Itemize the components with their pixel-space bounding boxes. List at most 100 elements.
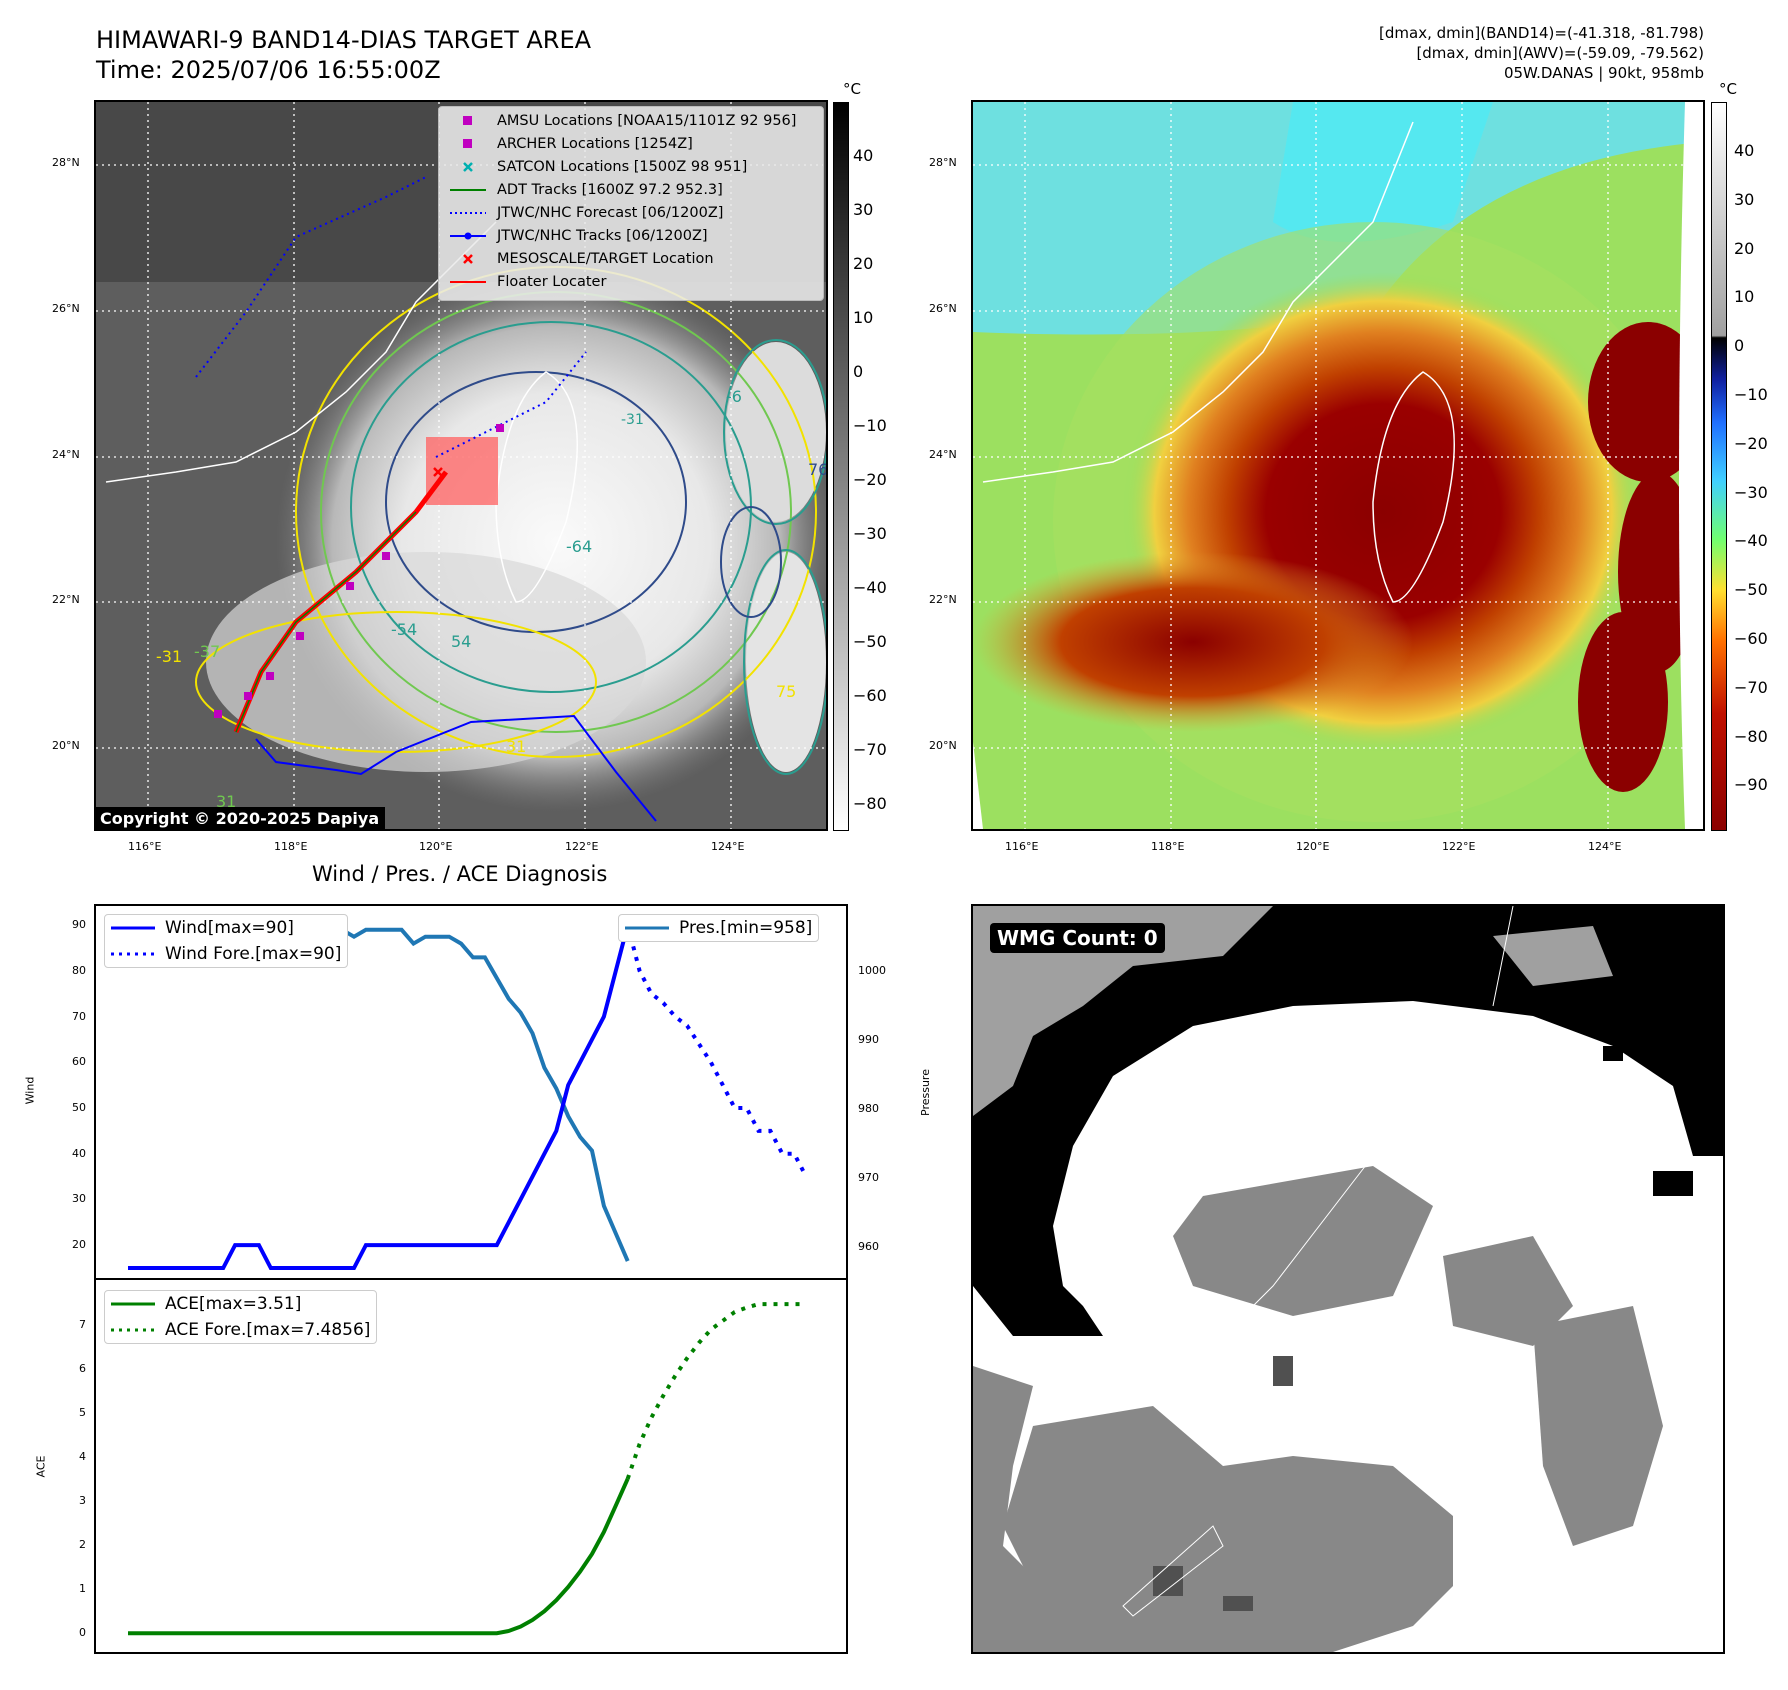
contour-label: 54 — [451, 632, 472, 651]
colorbar-tick-label: 30 — [1734, 189, 1755, 209]
pressure-legend: Pres.[min=958] — [618, 914, 820, 942]
legend-ace-fore: ACE Fore.[max=7.4856] — [111, 1320, 371, 1340]
map-legend: AMSU Locations [NOAA15/1101Z 92 956] ARC… — [438, 106, 824, 301]
colorbar-tick-label: 20 — [853, 254, 874, 273]
lon-label: 118°E — [274, 840, 308, 853]
contour-label: 31 — [506, 737, 527, 756]
ir-color-map — [971, 100, 1705, 831]
axis-tick-label: 7 — [79, 1318, 86, 1332]
wmg-classification-map — [971, 904, 1725, 1654]
diagnosis-title: Wind / Pres. / ACE Diagnosis — [312, 862, 608, 886]
colorbar-tick-label: −20 — [1734, 433, 1768, 453]
blue-dotted-line-icon — [439, 210, 497, 216]
colorbar-tick-label: −60 — [1734, 629, 1768, 648]
lat-label: 24°N — [929, 448, 957, 461]
ace-axis-label: ACE — [34, 1455, 48, 1478]
colorbar-tick-label: −90 — [1734, 775, 1768, 795]
legend-jtwc-forecast: JTWC/NHC Forecast [06/1200Z] — [439, 202, 723, 224]
axis-tick-label: 50 — [72, 1101, 86, 1114]
lat-label: 28°N — [929, 156, 957, 169]
contour-label: -6 — [726, 387, 742, 406]
ace-legend: ACE[max=3.51] ACE Fore.[max=7.4856] — [104, 1290, 378, 1344]
lat-label: 20°N — [929, 739, 957, 752]
legend-pres: Pres.[min=958] — [625, 918, 813, 938]
axis-tick-label: 5 — [79, 1406, 86, 1420]
dmax-band14-text: [dmax, dmin](BAND14)=(-41.318, -81.798) — [1379, 24, 1704, 42]
lat-label: 22°N — [929, 593, 957, 606]
blue-line-dot-icon — [439, 232, 497, 240]
contour-label: -37 — [194, 642, 221, 661]
axis-tick-label: 970 — [858, 1171, 879, 1185]
lat-label: 26°N — [52, 302, 80, 315]
lon-label: 124°E — [711, 840, 745, 853]
magenta-square-icon — [439, 116, 497, 126]
colorbar-tick-label: 20 — [1734, 238, 1755, 258]
wind-forecast-line — [625, 924, 808, 1178]
colorbar-tick-label: −30 — [853, 524, 887, 543]
contour-label: 76 — [808, 460, 828, 479]
cyan-x-icon — [439, 162, 497, 172]
wind-legend: Wind[max=90] Wind Fore.[max=90] — [104, 914, 349, 968]
colorbar-tick-label: 10 — [1734, 287, 1755, 307]
contour-label: 75 — [776, 682, 797, 701]
axis-tick-label: 70 — [72, 1009, 86, 1023]
wind-axis-label: Wind — [23, 1076, 37, 1105]
lon-label: 120°E — [419, 840, 453, 853]
colorbar-tick-label: −70 — [1734, 677, 1768, 697]
colorbar-tick-label: 0 — [1734, 336, 1745, 356]
lon-label: 116°E — [1005, 840, 1039, 853]
colorbar-tick-label: −20 — [853, 470, 887, 489]
contour-label: -54 — [391, 620, 418, 639]
contour-label: -31 — [156, 647, 183, 666]
legend-floater: Floater Locater — [439, 271, 606, 293]
lon-label: 118°E — [1151, 840, 1185, 853]
axis-tick-label: 960 — [858, 1240, 879, 1254]
axis-tick-label: 20 — [72, 1238, 86, 1252]
colorbar-tick-label: −40 — [853, 578, 887, 597]
colorbar-tick-label: −50 — [853, 632, 887, 651]
colorbar-tick-label: −50 — [1734, 580, 1768, 600]
pressure-axis-label: Pressure — [918, 1069, 932, 1116]
legend-archer: ARCHER Locations [1254Z] — [439, 133, 693, 155]
storm-info-text: 05W.DANAS | 90kt, 958mb — [1503, 64, 1704, 82]
axis-tick-label: 3 — [79, 1494, 86, 1508]
axis-tick-label: 990 — [858, 1033, 879, 1047]
contour-label: 31 — [216, 792, 237, 811]
figure-time: Time: 2025/07/06 16:55:00Z — [96, 56, 441, 84]
lon-label: 124°E — [1588, 840, 1622, 853]
colorbar-tick-label: −80 — [1734, 726, 1768, 746]
colorbar-tick-label: 40 — [1734, 141, 1755, 160]
lat-label: 20°N — [52, 739, 80, 752]
colorbar-tick-label: 40 — [853, 146, 874, 165]
lon-label: 120°E — [1296, 840, 1330, 853]
green-line-icon — [439, 187, 497, 193]
axis-tick-label: 80 — [72, 963, 86, 977]
lat-label: 28°N — [52, 156, 80, 169]
colorbar-tick-label: 0 — [853, 362, 864, 381]
copyright-badge: Copyright © 2020-2025 Dapiya — [94, 807, 386, 830]
color-colorbar — [1711, 102, 1727, 831]
axis-tick-label: 4 — [79, 1450, 86, 1464]
axis-tick-label: 2 — [79, 1538, 86, 1552]
lon-label: 122°E — [1442, 840, 1476, 853]
colorbar-unit: °C — [843, 80, 861, 98]
grayscale-colorbar — [833, 102, 849, 831]
colorbar-unit: °C — [1719, 80, 1737, 98]
figure-title: HIMAWARI-9 BAND14-DIAS TARGET AREA — [96, 26, 592, 54]
colorbar-tick-label: −10 — [853, 416, 887, 435]
legend-jtwc-tracks: JTWC/NHC Tracks [06/1200Z] — [439, 225, 708, 247]
contour-label: -31 — [621, 412, 644, 428]
legend-amsu: AMSU Locations [NOAA15/1101Z 92 956] — [439, 110, 796, 132]
ace-forecast-line — [625, 1302, 807, 1480]
axis-tick-label: 30 — [72, 1192, 86, 1206]
lat-label: 26°N — [929, 302, 957, 315]
lon-label: 122°E — [565, 840, 599, 853]
axis-tick-label: 0 — [79, 1626, 86, 1640]
wmg-map-svg — [973, 906, 1723, 1652]
color-map-svg — [973, 102, 1703, 829]
axis-tick-label: 1 — [79, 1582, 86, 1596]
ace-chart — [128, 1302, 807, 1636]
axis-tick-label: 6 — [79, 1362, 86, 1376]
legend-wind: Wind[max=90] — [111, 918, 294, 938]
lon-label: 116°E — [128, 840, 162, 853]
